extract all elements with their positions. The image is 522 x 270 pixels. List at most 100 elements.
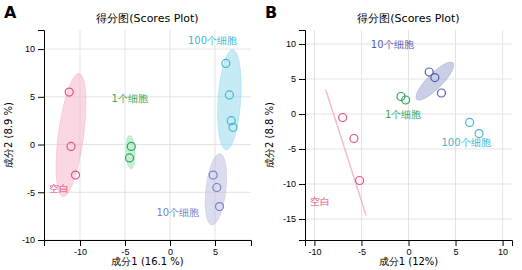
tick-mark [503,240,504,246]
group-label: 100个细胞 [188,35,237,46]
point [339,114,347,122]
tick: 10 [286,39,305,49]
point [67,142,75,150]
tick-label: 5 [454,247,459,257]
point [431,74,439,82]
tick-mark [215,240,216,246]
grid-line-x [455,30,456,240]
point [213,184,221,192]
tick-mark [299,44,305,45]
confidence-ellipse [205,154,226,225]
group-label: 空白 [49,183,69,194]
plot-area [56,50,241,225]
tick-mark [361,240,362,246]
panel-label: A [4,3,17,22]
tick-label: -10 [283,179,296,189]
tick: 0 [291,109,305,119]
tick-label: 5 [213,247,218,257]
tick-label: 5 [291,74,296,84]
tick-mark [38,240,44,241]
tick: -5 [121,240,129,257]
grid-line-y [305,184,512,185]
axis-line [306,241,513,247]
tick-mark [299,219,305,220]
y-axis: -15 -10 -5 0 5 10 [283,31,306,241]
x-axis: -10 -5 0 5 [45,240,252,257]
tick-mark [299,114,305,115]
title: 得分图(Scores Plot) [357,12,459,25]
tick: 10 [25,44,44,54]
tick-label: -5 [27,188,35,198]
tick-mark [38,97,44,98]
point [225,91,233,99]
tick-mark [38,145,44,146]
tick-label: -5 [288,144,296,154]
tick-mark [299,79,305,80]
tick: 5 [291,74,305,84]
tick: -15 [283,214,305,224]
x-axis-label: 成分1 (12%) [379,256,439,267]
grid-line-x [408,30,409,240]
axis-line [299,31,306,241]
tick: 5 [213,240,218,257]
point [127,142,135,150]
tick: -10 [22,235,44,245]
tick-mark [125,240,126,246]
y-axis: -10 -5 0 5 10 [22,31,45,246]
grid-line-y [305,149,512,150]
grid-line-y [44,49,251,50]
tick: 0 [168,240,173,257]
point [466,118,474,126]
grid-line-x [125,30,126,240]
tick: -10 [74,240,87,257]
title: 得分图(Scores Plot) [96,12,198,25]
grid-line-x [502,30,503,240]
tick: 5 [454,240,459,257]
group-label: 10个细胞 [371,39,414,50]
tick: -5 [358,240,366,257]
tick: -5 [27,188,44,198]
tick: -10 [308,240,321,257]
grid-line-y [305,79,512,80]
point [65,88,73,96]
tick-mark [80,240,81,246]
point [402,96,410,104]
panel: -10-505-10-50510A空白1个细胞10个细胞100个细胞得分图(Sc… [3,3,252,267]
point [216,203,224,211]
trend-line [326,90,366,216]
tick-mark [314,240,315,246]
chart: -10-505-10-50510A空白1个细胞10个细胞100个细胞得分图(Sc… [0,0,522,270]
y-axis-label: 成分2 (8.9 %) [3,102,14,168]
tick-label: 5 [30,92,35,102]
grid-line-x [314,30,315,240]
point [350,135,358,143]
point [229,123,237,131]
tick-label: -5 [358,247,366,257]
tick-label: 0 [291,109,296,119]
point [126,154,134,162]
point [72,171,80,179]
tick: 0 [406,240,411,257]
point [437,89,445,97]
panel: -10-50510-15-10-50510B空白1个细胞10个细胞100个细胞得… [264,3,513,267]
tick: -5 [288,144,305,154]
tick-label: 10 [25,44,35,54]
tick-mark [409,240,410,246]
tick-label: -10 [22,235,35,245]
x-axis-label: 成分1 (16.1 %) [111,256,183,267]
tick-label: -10 [308,247,321,257]
tick-label: 0 [30,140,35,150]
axis-line [45,241,252,247]
confidence-ellipse [56,74,86,197]
tick-label: 10 [286,39,296,49]
point [356,177,364,185]
tick: 10 [498,240,508,257]
group-label: 10个细胞 [157,207,200,218]
point [222,59,230,67]
tick-mark [456,240,457,246]
tick-mark [299,184,305,185]
tick: 5 [30,92,44,102]
tick-mark [170,240,171,246]
tick-mark [299,149,305,150]
group-label: 空白 [310,196,330,207]
